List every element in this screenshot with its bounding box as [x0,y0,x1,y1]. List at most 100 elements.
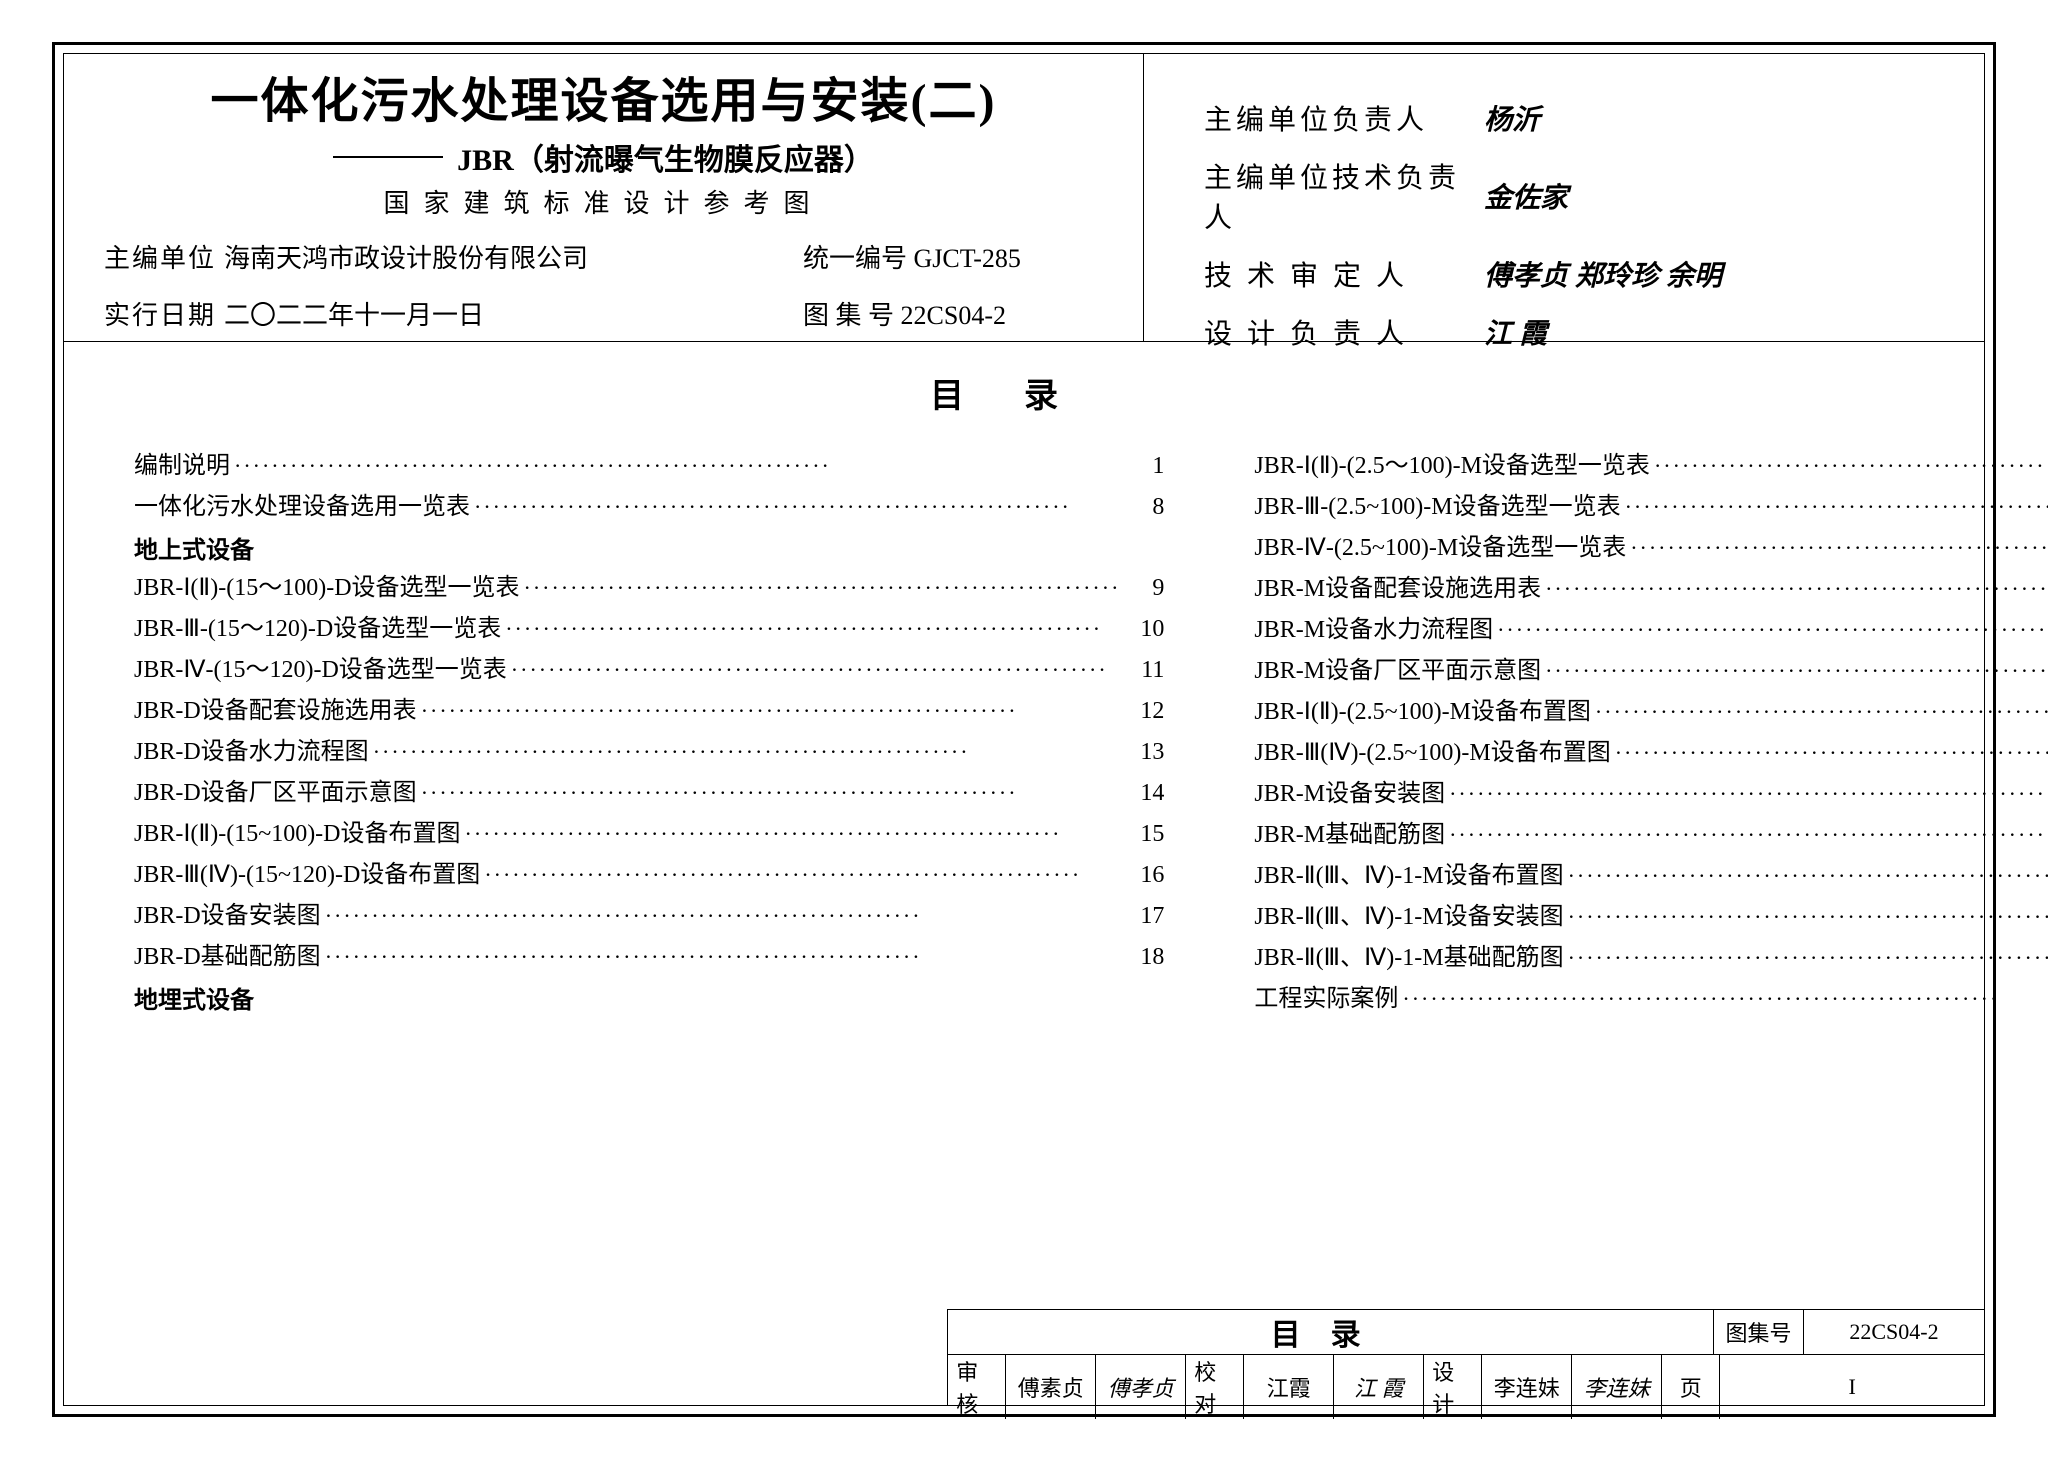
toc-dots [1564,941,2048,974]
toc-item-page: 18 [1124,939,1164,975]
toc-item-text: JBR-Ⅲ-(15～120)-D设备选型一览表 [134,611,501,647]
sig3-val: 傅孝贞 郑玲珍 余明 [1484,254,1722,294]
title-sub: JBR（射流曝气生物膜反应器） [457,135,874,179]
toc-item: JBR-M设备配套设施选用表22 [1254,571,2048,607]
toc-dots [321,940,1125,973]
header: 一体化污水处理设备选用与安装(二) JBR（射流曝气生物膜反应器） 国家建筑标准… [64,54,1984,342]
sig3-label: 技 术 审 定 人 [1204,254,1484,294]
toc-dots [1445,777,2048,810]
toc-item-text: JBR-M设备配套设施选用表 [1254,571,1541,607]
toc-dots [321,899,1125,932]
toc-heading: 目录 [134,368,1914,417]
footer-design-label: 设计 [1424,1355,1482,1419]
toc-dots [1398,982,2048,1015]
toc-item-page: 1 [1124,448,1164,484]
toc-item: JBR-D设备配套设施选用表12 [134,693,1164,729]
toc-dots [520,571,1125,604]
toc-dots [1591,695,2048,728]
toc-dots [1611,736,2048,769]
toc-item: JBR-Ⅱ(Ⅲ、Ⅳ)-1-M基础配筋图31 [1254,940,2048,976]
toc-item: JBR-M基础配筋图28 [1254,817,2048,853]
sig1-val: 杨沂 [1484,98,1540,138]
toc-item: JBR-D基础配筋图 18 [134,939,1164,975]
sig2-label: 主编单位技术负责人 [1204,156,1484,236]
sig2-val: 金佐家 [1484,176,1568,216]
toc-item-page: 14 [1124,775,1164,811]
toc-item: JBR-Ⅰ(Ⅱ)-(15～100)-D设备选型一览表9 [134,570,1164,606]
outer-frame: 一体化污水处理设备选用与安装(二) JBR（射流曝气生物膜反应器） 国家建筑标准… [52,42,1996,1417]
toc-column-left: 编制说明1一体化污水处理设备选用一览表8地上式设备JBR-Ⅰ(Ⅱ)-(15～10… [134,443,1164,1405]
toc-dots [1493,613,2048,646]
header-left: 一体化污水处理设备选用与安装(二) JBR（射流曝气生物膜反应器） 国家建筑标准… [64,54,1144,341]
toc-dots [480,858,1124,891]
footer-review-sig: 傅孝贞 [1096,1355,1186,1419]
toc-item-page: 11 [1124,652,1164,688]
toc-item-text: JBR-D设备水力流程图 [134,734,369,770]
footer-check-name: 江霞 [1244,1355,1334,1419]
toc-item-text: JBR-M设备厂区平面示意图 [1254,653,1541,689]
toc-column-right: JBR-Ⅰ(Ⅱ)-(2.5～100)-M设备选型一览表19JBR-Ⅲ-(2.5~… [1254,443,2048,1405]
toc-item: JBR-Ⅲ-(15～120)-D设备选型一览表 10 [134,611,1164,647]
toc-dots [417,776,1125,809]
toc-dots [1621,490,2048,523]
info-row-date: 实行日期 二〇二二年十一月一日 图 集 号 22CS04-2 [104,295,1103,332]
toc-item: 一体化污水处理设备选用一览表8 [134,489,1164,525]
toc-item: JBR-D设备厂区平面示意图 14 [134,775,1164,811]
date-val: 二〇二二年十一月一日 [224,295,803,332]
toc-item-text: JBR-M基础配筋图 [1254,817,1445,853]
toc-item: JBR-M设备安装图27 [1254,776,2048,812]
toc-item-text: JBR-D基础配筋图 [134,939,321,975]
toc-dots [1564,900,2048,933]
toc-dots [369,735,1125,768]
toc-item-text: JBR-Ⅰ(Ⅱ)-(2.5～100)-M设备选型一览表 [1254,448,1650,484]
toc-item: JBR-D设备安装图17 [134,898,1164,934]
toc-item: JBR-Ⅳ-(2.5~100)-M设备选型一览表21 [1254,530,2048,566]
code-val: GJCT-285 [914,244,1021,273]
sig-row-3: 技 术 审 定 人 傅孝贞 郑玲珍 余明 [1204,254,1944,294]
toc-item-page: 10 [1124,611,1164,647]
toc-dots [1541,572,2048,605]
toc-item: JBR-Ⅲ-(2.5~100)-M设备选型一览表20 [1254,489,2048,525]
footer-review-name: 傅素贞 [1006,1355,1096,1419]
toc-section: 地埋式设备 [134,980,1164,1015]
title-dash-icon [333,156,443,158]
toc-item: JBR-Ⅱ(Ⅲ、Ⅳ)-1-M设备布置图29 [1254,858,2048,894]
footer-atlas-val: 22CS04-2 [1804,1310,1984,1354]
atlas-group: 图 集 号 22CS04-2 [803,295,1103,332]
toc-dots [1541,654,2048,687]
toc-item: JBR-M设备水力流程图23 [1254,612,2048,648]
toc-item-page: 17 [1124,898,1164,934]
toc-item: JBR-Ⅰ(Ⅱ)-(15~100)-D设备布置图15 [134,816,1164,852]
sig-row-1: 主编单位负责人 杨沂 [1204,98,1944,138]
toc-item: JBR-D设备水力流程图13 [134,734,1164,770]
toc-dots [230,449,1124,482]
toc-item-text: JBR-Ⅰ(Ⅱ)-(15~100)-D设备布置图 [134,816,461,852]
code-label: 统一编号 [803,244,907,273]
toc-item-text: JBR-Ⅲ(Ⅳ)-(2.5~100)-M设备布置图 [1254,735,1610,771]
toc-item: JBR-Ⅱ(Ⅲ、Ⅳ)-1-M设备安装图30 [1254,899,2048,935]
footer-row-2: 审核 傅素贞 傅孝贞 校对 江霞 江 霞 设计 李连妹 李连妹 页 I [948,1355,1984,1419]
toc-dots [1564,859,2048,892]
toc-item-text: JBR-M设备水力流程图 [1254,612,1493,648]
date-label: 实行日期 [104,295,216,332]
toc-item-page: 9 [1124,570,1164,606]
toc-dots [1626,531,2048,564]
footer-design-name: 李连妹 [1482,1355,1572,1419]
toc-item-text: JBR-M设备安装图 [1254,776,1445,812]
toc-item-text: JBR-D设备厂区平面示意图 [134,775,417,811]
editor-val: 海南天鸿市政设计股份有限公司 [224,238,803,275]
toc-item-text: JBR-Ⅲ(Ⅳ)-(15~120)-D设备布置图 [134,857,480,893]
title-sub-wrap: JBR（射流曝气生物膜反应器） [104,135,1103,179]
toc-item: JBR-Ⅳ-(15～120)-D设备选型一览表11 [134,652,1164,688]
toc-item: 编制说明1 [134,448,1164,484]
toc-item-text: 工程实际案例 [1254,981,1398,1017]
toc-columns: 编制说明1一体化污水处理设备选用一览表8地上式设备JBR-Ⅰ(Ⅱ)-(15～10… [134,443,1914,1405]
footer-block: 目录 图集号 22CS04-2 审核 傅素贞 傅孝贞 校对 江霞 江 霞 设计 … [947,1309,1984,1405]
info-rows: 主编单位 海南天鸿市政设计股份有限公司 统一编号 GJCT-285 实行日期 二… [104,238,1103,338]
inner-frame: 一体化污水处理设备选用与安装(二) JBR（射流曝气生物膜反应器） 国家建筑标准… [63,53,1985,1406]
toc-dots [1650,449,2048,482]
header-right: 主编单位负责人 杨沂 主编单位技术负责人 金佐家 技 术 审 定 人 傅孝贞 郑… [1144,54,1984,341]
sig-row-2: 主编单位技术负责人 金佐家 [1204,156,1944,236]
toc-item-text: 一体化污水处理设备选用一览表 [134,489,470,525]
toc-item: JBR-Ⅲ(Ⅳ)-(15~120)-D设备布置图16 [134,857,1164,893]
